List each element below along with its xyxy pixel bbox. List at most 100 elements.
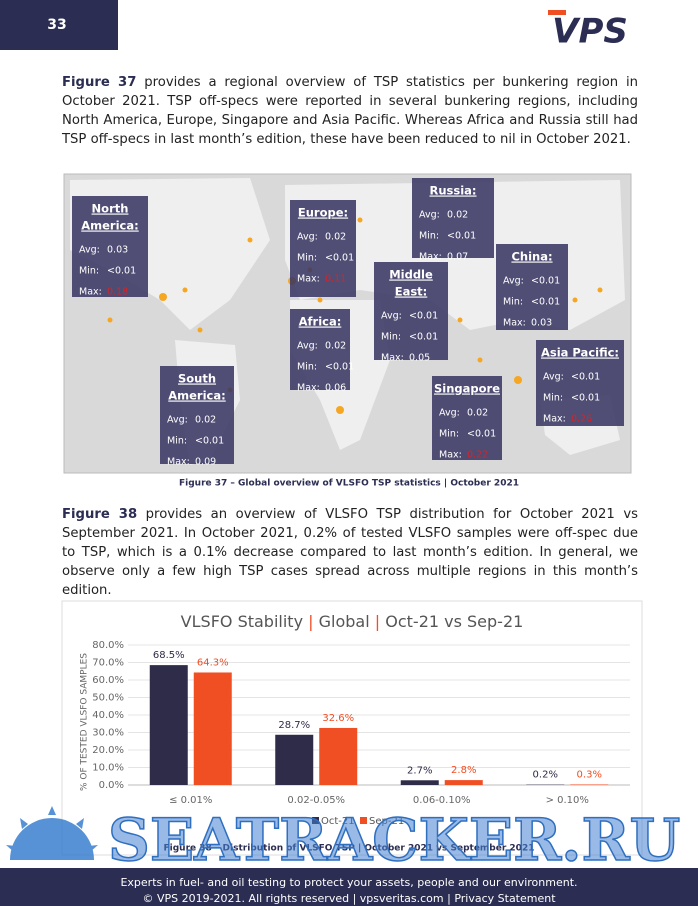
title-part: Global [319, 612, 370, 631]
value-label: 68.5% [153, 650, 185, 661]
paragraph-text: provides an overview of VLSFO TSP distri… [62, 507, 639, 598]
region-box [290, 200, 356, 297]
footer-band [0, 868, 698, 906]
stat-label: Avg: [79, 245, 100, 256]
stat-value: 0.02 [467, 408, 488, 419]
map-figure: North America: Avg: 0.03 Min: <0.01 Max: 0.18 Eu… [63, 173, 632, 474]
stat-value: <0.01 [447, 231, 476, 242]
stat-value: <0.01 [107, 266, 136, 277]
bar [149, 665, 188, 785]
stat-value: 0.03 [531, 318, 552, 329]
stat-label: Max: [381, 353, 404, 364]
bar [193, 672, 232, 785]
y-tick-label: 10.0% [92, 763, 124, 774]
page-number-box [0, 0, 118, 50]
region-box [412, 178, 494, 258]
stat-value: 0.07 [447, 252, 468, 263]
bar [275, 734, 314, 785]
paragraph: Figure 37 provides a regional overview o… [62, 73, 638, 149]
stat-label: Min: [167, 436, 187, 447]
bar [444, 780, 483, 785]
region-name: Singapore [434, 382, 500, 396]
stat-value: 0.09 [195, 457, 216, 468]
stat-value: <0.01 [531, 297, 560, 308]
logo-accent [548, 10, 566, 15]
region-name: Middle [389, 268, 433, 282]
stat-label: Min: [297, 253, 317, 264]
legend-swatch [360, 817, 367, 824]
value-label: 2.7% [407, 765, 432, 776]
y-tick-label: 20.0% [92, 745, 124, 756]
x-tick-label: 0.02-0.05% [287, 795, 345, 806]
stat-value: 0.18 [107, 287, 128, 298]
stat-value: 0.02 [447, 210, 468, 221]
region-box [72, 196, 148, 297]
stat-label: Avg: [439, 408, 460, 419]
stat-label: Avg: [297, 232, 318, 243]
paragraph-lead: Figure 37 [62, 75, 137, 90]
region-box [374, 262, 448, 360]
value-label: 64.3% [197, 657, 229, 668]
y-tick-label: 80.0% [92, 640, 124, 651]
stat-label: Avg: [297, 341, 318, 352]
stat-label: Min: [297, 362, 317, 373]
x-tick-label: ≤ 0.01% [169, 795, 212, 806]
stat-label: Avg: [419, 210, 440, 221]
stat-label: Min: [439, 429, 459, 440]
stat-label: Max: [439, 450, 462, 461]
region-box [160, 366, 234, 464]
region-box [290, 309, 350, 390]
title-part: VLSFO Stability [181, 612, 303, 631]
region-name: Asia Pacific: [541, 346, 619, 360]
y-tick-label: 40.0% [92, 710, 124, 721]
stat-value: <0.01 [409, 311, 438, 322]
stat-value: <0.01 [409, 332, 438, 343]
stat-value: <0.01 [325, 362, 354, 373]
stat-value: <0.01 [571, 372, 600, 383]
stat-value: <0.01 [325, 253, 354, 264]
region-name: East: [395, 285, 428, 299]
region-name: Russia: [429, 184, 476, 198]
legend-label: Sep-21 [369, 816, 404, 827]
stat-value: <0.01 [571, 393, 600, 404]
y-axis-label: % OF TESTED VLSFO SAMPLES [80, 653, 90, 791]
legend-label: Oct-21 [321, 816, 355, 827]
stat-label: Max: [79, 287, 102, 298]
x-tick-label: > 0.10% [546, 795, 589, 806]
y-tick-label: 70.0% [92, 658, 124, 669]
region-name: Africa: [299, 315, 342, 329]
logo: VPS [552, 12, 628, 52]
stat-value: 0.26 [571, 414, 592, 425]
title-part: | [375, 612, 380, 631]
stat-value: 0.06 [325, 383, 346, 394]
stat-label: Min: [503, 297, 523, 308]
bar [400, 780, 439, 785]
chart-title: VLSFO Stability | Global | Oct-21 vs Sep… [181, 612, 524, 631]
stat-label: Max: [419, 252, 442, 263]
stat-value: <0.01 [195, 436, 224, 447]
stat-value: 0.05 [409, 353, 430, 364]
stat-label: Min: [543, 393, 563, 404]
stat-value: 0.02 [325, 232, 346, 243]
stat-label: Min: [381, 332, 401, 343]
stat-label: Avg: [167, 415, 188, 426]
value-label: 2.8% [451, 765, 476, 776]
stat-label: Max: [543, 414, 566, 425]
stat-label: Max: [297, 383, 320, 394]
region-name: North [92, 202, 129, 216]
chart-caption: Figure 38 – Distribution of VLSFO TSP | … [164, 844, 535, 854]
stat-label: Max: [167, 457, 190, 468]
x-tick-label: 0.06-0.10% [413, 795, 471, 806]
stat-label: Avg: [381, 311, 402, 322]
footer-line: Experts in fuel- and oil testing to prot… [120, 876, 577, 889]
paragraph: Figure 38 provides an overview of VLSFO … [62, 505, 638, 600]
value-label: 32.6% [322, 713, 354, 724]
title-part: | [308, 612, 313, 631]
y-tick-label: 60.0% [92, 675, 124, 686]
stat-value: 0.22 [467, 450, 488, 461]
page-number: 33 [47, 17, 66, 33]
paragraph-lead: Figure 38 [62, 507, 138, 522]
map-caption: Figure 37 – Global overview of VLSFO TSP… [179, 479, 519, 489]
